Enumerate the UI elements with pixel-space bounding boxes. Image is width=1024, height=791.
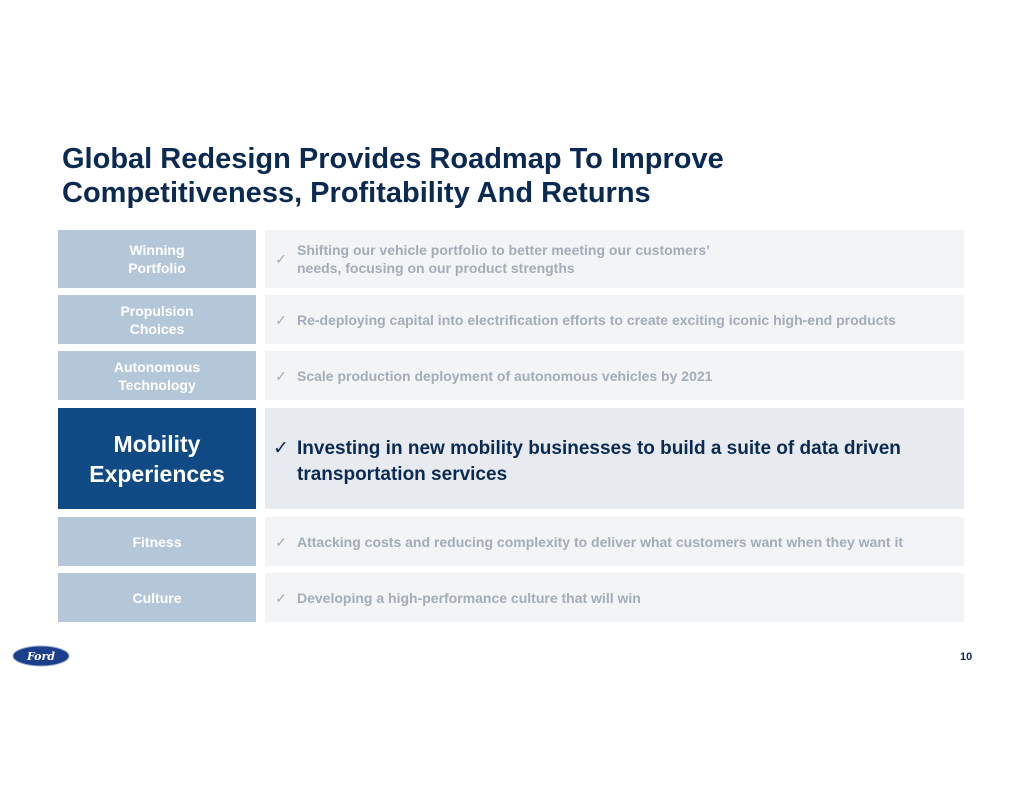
slide-title: Global Redesign Provides Roadmap To Impr… [62, 143, 724, 209]
pillar-label: Fitness [58, 517, 256, 566]
pillar-text: Investing in new mobility businesses to … [297, 438, 901, 485]
pillar-label: Autonomous Technology [58, 351, 256, 400]
svg-text:Ford: Ford [26, 650, 55, 663]
pillar-description: ✓ Attacking costs and reducing complexity… [265, 517, 964, 566]
pillar-text: Scale production deployment of autonomou… [297, 367, 713, 384]
check-icon: ✓ [275, 311, 287, 328]
pillar-text: Re-deploying capital into electrificatio… [297, 311, 896, 328]
pillar-row-mobility-experiences: Mobility Experiences ✓ Investing in new m… [58, 408, 964, 509]
pillar-description: ✓ Re-deploying capital into electrificati… [265, 295, 964, 344]
pillar-description: ✓ Investing in new mobility businesses to… [265, 408, 964, 509]
pillar-row-fitness: Fitness ✓ Attacking costs and reducing co… [58, 517, 964, 566]
pillar-text: Shifting our vehicle portfolio to better… [297, 242, 710, 276]
pillar-text: Attacking costs and reducing complexity … [297, 533, 904, 550]
page-number: 10 [960, 651, 973, 663]
check-icon: ✓ [275, 589, 287, 606]
pillar-label: Propulsion Choices [58, 295, 256, 344]
pillar-row-autonomous-technology: Autonomous Technology ✓ Scale production … [58, 351, 964, 400]
pillar-row-winning-portfolio: Winning Portfolio ✓ Shifting our vehicle … [58, 230, 964, 288]
pillar-description: ✓ Developing a high-performance culture t… [265, 573, 964, 622]
pillar-label: Culture [58, 573, 256, 622]
check-icon: ✓ [275, 251, 287, 267]
pillar-text: Developing a high-performance culture th… [297, 589, 641, 606]
pillar-label: Winning Portfolio [58, 230, 256, 288]
pillar-row-propulsion-choices: Propulsion Choices ✓ Re-deploying capital… [58, 295, 964, 344]
pillar-description: ✓ Shifting our vehicle portfolio to bette… [265, 230, 964, 288]
pillar-label: Mobility Experiences [58, 408, 256, 509]
pillar-row-culture: Culture ✓ Developing a high-performance c… [58, 573, 964, 622]
check-icon: ✓ [275, 367, 287, 384]
check-icon: ✓ [273, 438, 289, 459]
ford-logo: Ford [12, 645, 70, 667]
check-icon: ✓ [275, 533, 287, 550]
pillar-description: ✓ Scale production deployment of autonomo… [265, 351, 964, 400]
